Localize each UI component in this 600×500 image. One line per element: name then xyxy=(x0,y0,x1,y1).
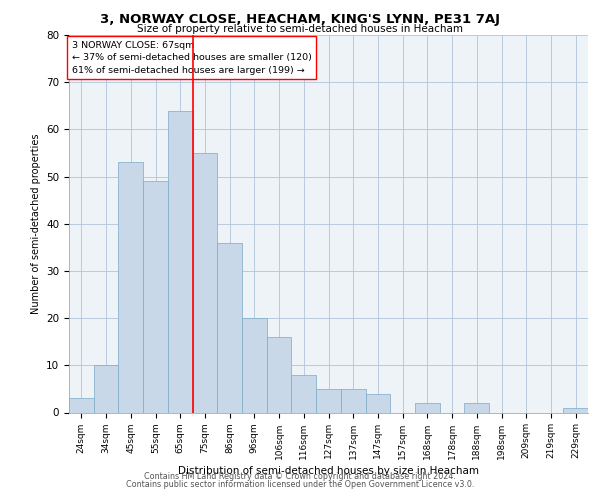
Text: 3 NORWAY CLOSE: 67sqm
← 37% of semi-detached houses are smaller (120)
61% of sem: 3 NORWAY CLOSE: 67sqm ← 37% of semi-deta… xyxy=(71,40,311,74)
Bar xyxy=(365,394,390,412)
Text: Size of property relative to semi-detached houses in Heacham: Size of property relative to semi-detach… xyxy=(137,24,463,34)
Bar xyxy=(69,398,94,412)
Bar xyxy=(217,242,242,412)
Bar xyxy=(168,110,193,412)
Bar xyxy=(193,153,217,412)
Bar xyxy=(118,162,143,412)
Bar xyxy=(464,403,489,412)
X-axis label: Distribution of semi-detached houses by size in Heacham: Distribution of semi-detached houses by … xyxy=(178,466,479,475)
Bar xyxy=(316,389,341,412)
Text: Contains public sector information licensed under the Open Government Licence v3: Contains public sector information licen… xyxy=(126,480,474,489)
Text: Contains HM Land Registry data © Crown copyright and database right 2024.: Contains HM Land Registry data © Crown c… xyxy=(144,472,456,481)
Bar xyxy=(292,375,316,412)
Text: 3, NORWAY CLOSE, HEACHAM, KING'S LYNN, PE31 7AJ: 3, NORWAY CLOSE, HEACHAM, KING'S LYNN, P… xyxy=(100,12,500,26)
Bar xyxy=(341,389,365,412)
Y-axis label: Number of semi-detached properties: Number of semi-detached properties xyxy=(31,134,41,314)
Bar xyxy=(242,318,267,412)
Bar xyxy=(267,337,292,412)
Bar xyxy=(94,366,118,412)
Bar xyxy=(415,403,440,412)
Bar xyxy=(143,182,168,412)
Bar xyxy=(563,408,588,412)
